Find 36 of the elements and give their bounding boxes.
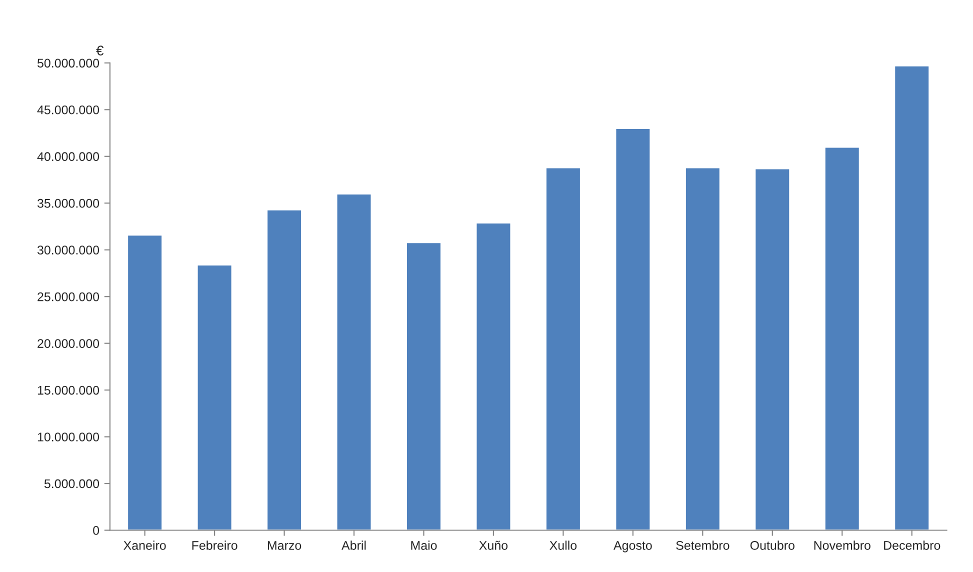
y-tick-label: 20.000.000 (38, 339, 100, 348)
bar (545, 166, 582, 530)
x-tick-label: Agosto (614, 541, 652, 552)
x-tick-label: Xuño (479, 540, 508, 550)
bar (894, 65, 930, 530)
bar (266, 208, 302, 530)
y-tick-label: 10.000.000 (38, 432, 100, 442)
y-tick-label: 45.000.000 (37, 105, 100, 114)
x-tick-label: Abril (342, 540, 366, 550)
y-tick-label: 30.000.000 (37, 246, 100, 254)
bar (336, 193, 372, 530)
x-tick-label: Marzo (268, 541, 302, 550)
y-tick-label: 50.000.000 (37, 58, 100, 68)
x-tick-label: Outubro (750, 540, 794, 550)
y-tick-label: 5.000.000 (44, 479, 100, 488)
bar (406, 242, 442, 530)
x-tick-label: Decembro (884, 540, 940, 550)
bar (196, 264, 233, 530)
x-tick-label: Maio (411, 540, 437, 550)
y-tick-label: 25.000.000 (38, 292, 100, 302)
y-tick-label: 0 (93, 526, 100, 535)
x-tick-label: Novembro (814, 540, 870, 550)
x-tick-label: Xaneiro (124, 540, 166, 550)
x-tick-label: Xullo (550, 540, 577, 550)
bar (126, 234, 163, 530)
y-axis-title: € (96, 46, 104, 56)
x-tick-label: Febreiro (192, 540, 238, 550)
y-tick-label: 35.000.000 (37, 198, 100, 208)
bar (824, 146, 860, 530)
bar (754, 168, 791, 530)
y-tick-label: 40.000.000 (37, 152, 100, 162)
y-tick-label: 15.000.000 (38, 386, 100, 395)
x-tick-label: Setembro (676, 540, 730, 550)
bar (684, 166, 721, 530)
bar (475, 222, 512, 530)
bar (614, 128, 652, 530)
